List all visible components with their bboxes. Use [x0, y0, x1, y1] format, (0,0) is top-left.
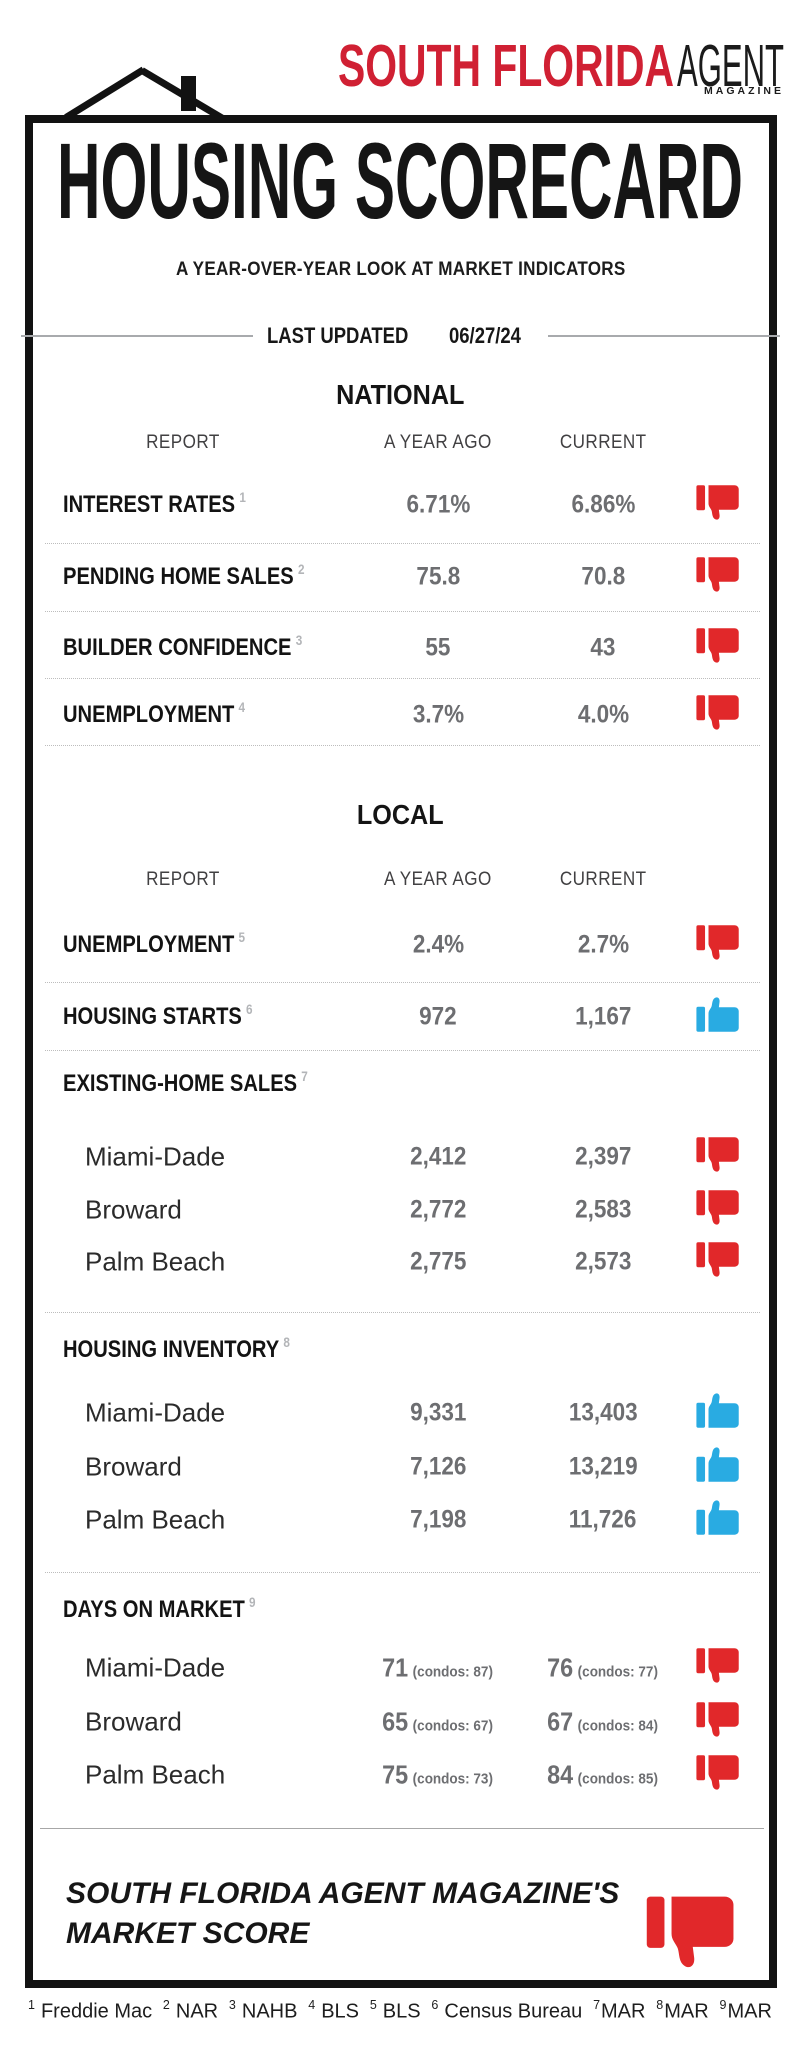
thumbs-down-icon — [695, 1189, 741, 1227]
col-current: CURRENT — [559, 432, 647, 453]
row-unemployment-national: UNEMPLOYMENT 4 3.7% 4.0% — [33, 687, 768, 743]
last-updated-date: 06/27/24 — [448, 323, 521, 348]
row-housing-starts: HOUSING STARTS 6 972 1,167 — [33, 989, 768, 1045]
footnote-9: 9MAR — [719, 1998, 772, 2023]
col-current: CURRENT — [559, 869, 647, 890]
market-score-line1: SOUTH FLORIDA AGENT MAGAZINE'S — [66, 1877, 620, 1910]
footnote-5: 5 BLS — [369, 1998, 421, 2023]
source-footnotes: 1 Freddie Mac 2 NAR 3 NAHB 4 BLS 5 BLS 6 Censu… — [28, 1998, 772, 2024]
logo-word-black: AGENT — [677, 42, 784, 99]
row-ehs-palm-beach: Palm Beach 2,775 2,573 — [33, 1238, 768, 1286]
row-inv-palm-beach: Palm Beach 7,198 11,726 — [33, 1496, 768, 1544]
thumbs-down-icon — [695, 1754, 741, 1792]
row-inv-broward: Broward 7,126 13,219 — [33, 1443, 768, 1491]
thumbs-up-icon — [695, 996, 741, 1034]
row-separator — [45, 1312, 760, 1313]
footnote-6: 6 Census Bureau — [431, 1998, 583, 2023]
section-heading-local: LOCAL — [357, 799, 444, 830]
row-separator — [45, 982, 760, 983]
thumbs-down-icon — [695, 694, 741, 732]
page-subtitle: A YEAR-OVER-YEAR LOOK AT MARKET INDICATO… — [175, 259, 626, 280]
section-divider — [40, 1828, 764, 1829]
column-headers-national: REPORT A YEAR AGO CURRENT — [33, 432, 768, 458]
house-roof-left-icon — [64, 66, 146, 121]
col-report: REPORT — [146, 869, 220, 890]
footnote-4: 4 BLS — [308, 1998, 360, 2023]
row-dom-palm-beach: Palm Beach 75 (condos: 73) 84 (condos: 85) — [33, 1751, 768, 1799]
thumbs-down-icon — [695, 556, 741, 594]
thumbs-down-icon — [695, 627, 741, 665]
row-dom-miami-dade: Miami-Dade 71 (condos: 87) 76 (condos: 77) — [33, 1644, 768, 1692]
logo-tagline: MAGAZINE — [704, 85, 784, 97]
thumbs-down-icon — [695, 1136, 741, 1174]
thumbs-up-icon — [695, 1392, 741, 1430]
last-updated-label: LAST UPDATED — [266, 323, 408, 348]
row-separator — [45, 543, 760, 544]
market-score-verdict — [645, 1892, 737, 1977]
thumbs-up-icon — [695, 1446, 741, 1484]
column-headers-local: REPORT A YEAR AGO CURRENT — [33, 869, 768, 895]
group-header-housing-inventory: HOUSING INVENTORY 8 — [63, 1333, 290, 1363]
last-updated-row: LAST UPDATED 06/27/24 — [20, 322, 781, 350]
row-pending-home-sales: PENDING HOME SALES 2 75.8 70.8 — [33, 549, 768, 605]
thumbs-down-icon — [695, 924, 741, 962]
footnote-8: 8MAR — [656, 1998, 709, 2023]
thumbs-down-icon — [645, 1892, 737, 1972]
scorecard-frame — [25, 115, 777, 1988]
row-ehs-miami-dade: Miami-Dade 2,412 2,397 — [33, 1133, 768, 1181]
row-separator — [45, 678, 760, 679]
col-report: REPORT — [146, 432, 220, 453]
page-title-text: HOUSING SCORECARD — [57, 138, 743, 228]
row-separator — [45, 1572, 760, 1573]
row-dom-broward: Broward 65 (condos: 67) 67 (condos: 84) — [33, 1698, 768, 1746]
row-unemployment-local: UNEMPLOYMENT 5 2.4% 2.7% — [33, 917, 768, 973]
thumbs-down-icon — [695, 1647, 741, 1685]
footnote-1: 1 Freddie Mac — [28, 1998, 153, 2023]
row-builder-confidence: BUILDER CONFIDENCE 3 55 43 — [33, 620, 768, 676]
divider-line — [20, 335, 253, 337]
row-interest-rates: INTEREST RATES 1 6.71% 6.86% — [33, 477, 768, 533]
footnote-2: 2 NAR — [162, 1998, 219, 2023]
south-florida-agent-logo: SOUTH FLORIDA AGENT MAGAZINE — [338, 42, 784, 99]
page-title: HOUSING SCORECARD — [57, 138, 743, 228]
market-score-line2: MARKET SCORE — [66, 1917, 310, 1950]
divider-line — [548, 335, 781, 337]
col-year-ago: A YEAR AGO — [384, 869, 492, 890]
row-separator — [45, 611, 760, 612]
row-separator — [45, 1050, 760, 1051]
row-ehs-broward: Broward 2,772 2,583 — [33, 1186, 768, 1234]
group-header-existing-home-sales: EXISTING-HOME SALES 7 — [63, 1067, 308, 1097]
footnote-7: 7MAR — [593, 1998, 646, 2023]
row-inv-miami-dade: Miami-Dade 9,331 13,403 — [33, 1389, 768, 1437]
thumbs-down-icon — [695, 1241, 741, 1279]
house-chimney-icon — [181, 76, 196, 111]
thumbs-down-icon — [695, 484, 741, 522]
col-year-ago: A YEAR AGO — [384, 432, 492, 453]
thumbs-up-icon — [695, 1499, 741, 1537]
row-separator — [45, 745, 760, 746]
market-score-block: SOUTH FLORIDA AGENT MAGAZINE'S MARKET SC… — [66, 1874, 626, 1954]
logo-word-red: SOUTH FLORIDA — [338, 42, 674, 99]
group-header-days-on-market: DAYS ON MARKET 9 — [63, 1593, 256, 1623]
thumbs-down-icon — [695, 1701, 741, 1739]
footnote-3: 3 NAHB — [228, 1998, 298, 2023]
section-heading-national: NATIONAL — [336, 379, 465, 410]
